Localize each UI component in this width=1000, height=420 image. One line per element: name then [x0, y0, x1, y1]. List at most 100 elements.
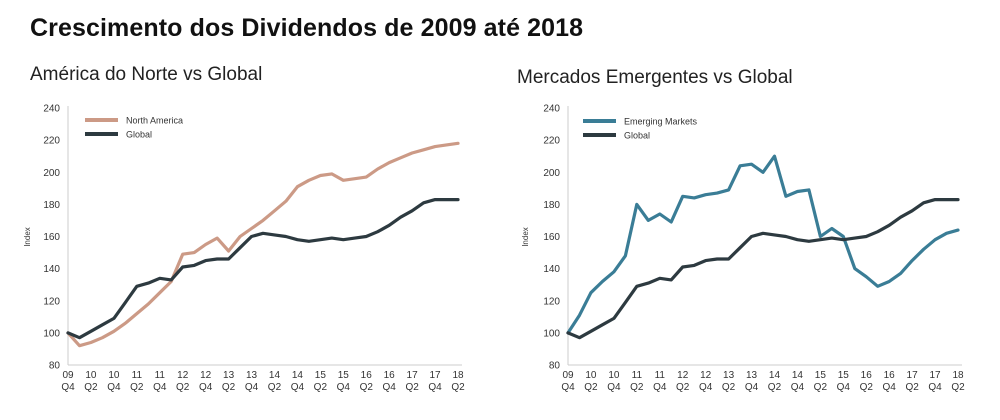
x-tick-year: 12 — [700, 370, 712, 381]
x-tick-year: 09 — [62, 370, 74, 381]
y-tick-label: 220 — [43, 136, 60, 147]
y-tick-label: 180 — [43, 200, 60, 211]
y-tick-label: 120 — [43, 296, 60, 307]
x-tick-year: 13 — [723, 370, 735, 381]
north-america-chart: 80100120140160180200220240Index09Q410Q21… — [23, 104, 465, 394]
x-tick-year: 14 — [292, 370, 304, 381]
x-tick-year: 10 — [608, 370, 620, 381]
x-tick-quarter: Q2 — [451, 382, 465, 393]
legend-label: Global — [126, 130, 152, 140]
y-tick-label: 80 — [549, 361, 561, 372]
x-tick-quarter: Q2 — [722, 382, 736, 393]
x-tick-quarter: Q2 — [222, 382, 236, 393]
y-axis-label: Index — [23, 227, 32, 247]
x-tick-year: 14 — [269, 370, 281, 381]
x-tick-quarter: Q2 — [360, 382, 374, 393]
x-tick-quarter: Q2 — [676, 382, 690, 393]
x-tick-year: 16 — [361, 370, 373, 381]
series-line-global — [566, 198, 960, 340]
x-tick-year: 17 — [929, 370, 941, 381]
x-tick-year: 13 — [246, 370, 258, 381]
x-tick-year: 16 — [884, 370, 896, 381]
x-tick-year: 12 — [677, 370, 689, 381]
x-tick-quarter: Q4 — [153, 382, 167, 393]
y-tick-label: 220 — [543, 136, 560, 147]
x-tick-quarter: Q2 — [860, 382, 874, 393]
x-tick-quarter: Q2 — [951, 382, 965, 393]
x-tick-quarter: Q4 — [653, 382, 667, 393]
y-tick-label: 240 — [43, 104, 60, 115]
series-line-emerging-markets — [566, 154, 960, 335]
legend-label: Emerging Markets — [624, 117, 698, 127]
x-tick-year: 15 — [338, 370, 350, 381]
x-tick-quarter: Q2 — [314, 382, 328, 393]
x-tick-year: 10 — [585, 370, 597, 381]
legend-label: Global — [624, 131, 650, 141]
x-tick-quarter: Q4 — [883, 382, 897, 393]
y-tick-label: 160 — [543, 232, 560, 243]
left-chart-title: América do Norte vs Global — [30, 64, 263, 85]
y-tick-label: 100 — [543, 328, 560, 339]
x-tick-quarter: Q2 — [584, 382, 598, 393]
x-tick-year: 14 — [769, 370, 781, 381]
x-tick-year: 16 — [861, 370, 873, 381]
x-tick-year: 14 — [792, 370, 804, 381]
y-tick-label: 140 — [43, 264, 60, 275]
x-tick-year: 10 — [85, 370, 97, 381]
y-tick-label: 240 — [543, 104, 560, 115]
x-tick-year: 11 — [132, 370, 143, 381]
emerging-markets-chart: 80100120140160180200220240Index09Q410Q21… — [521, 104, 965, 394]
y-tick-label: 80 — [49, 361, 61, 372]
right-chart-title: Mercados Emergentes vs Global — [517, 67, 793, 88]
series-line-global — [66, 198, 460, 340]
x-tick-quarter: Q4 — [337, 382, 351, 393]
legend-label: North America — [126, 116, 183, 126]
x-tick-quarter: Q4 — [107, 382, 121, 393]
x-tick-quarter: Q4 — [383, 382, 397, 393]
x-tick-year: 15 — [315, 370, 327, 381]
x-tick-quarter: Q2 — [405, 382, 419, 393]
x-tick-quarter: Q4 — [791, 382, 805, 393]
y-tick-label: 200 — [43, 168, 60, 179]
y-axis-label: Index — [521, 227, 530, 247]
x-tick-year: 13 — [746, 370, 758, 381]
x-tick-quarter: Q4 — [561, 382, 575, 393]
x-tick-year: 09 — [562, 370, 574, 381]
x-tick-quarter: Q2 — [268, 382, 282, 393]
x-tick-quarter: Q4 — [745, 382, 759, 393]
x-tick-quarter: Q4 — [199, 382, 213, 393]
x-tick-year: 17 — [907, 370, 919, 381]
x-tick-year: 10 — [108, 370, 120, 381]
y-tick-label: 100 — [43, 328, 60, 339]
x-tick-quarter: Q4 — [699, 382, 713, 393]
x-tick-year: 11 — [655, 370, 666, 381]
x-tick-year: 16 — [384, 370, 396, 381]
x-tick-year: 15 — [838, 370, 850, 381]
x-tick-quarter: Q2 — [130, 382, 144, 393]
x-tick-quarter: Q2 — [814, 382, 828, 393]
x-tick-quarter: Q4 — [837, 382, 851, 393]
y-tick-label: 180 — [543, 200, 560, 211]
x-tick-year: 17 — [407, 370, 419, 381]
x-tick-quarter: Q2 — [630, 382, 644, 393]
x-tick-quarter: Q4 — [291, 382, 305, 393]
x-tick-quarter: Q4 — [928, 382, 942, 393]
x-tick-quarter: Q2 — [768, 382, 782, 393]
x-tick-quarter: Q4 — [61, 382, 75, 393]
y-tick-label: 140 — [543, 264, 560, 275]
y-tick-label: 120 — [543, 296, 560, 307]
x-tick-quarter: Q2 — [84, 382, 98, 393]
main-title: Crescimento dos Dividendos de 2009 até 2… — [30, 14, 584, 42]
x-tick-year: 15 — [815, 370, 827, 381]
x-tick-year: 12 — [177, 370, 189, 381]
x-tick-year: 18 — [952, 370, 964, 381]
y-tick-label: 160 — [43, 232, 60, 243]
x-tick-year: 11 — [632, 370, 643, 381]
x-tick-quarter: Q2 — [176, 382, 190, 393]
x-tick-quarter: Q4 — [245, 382, 259, 393]
series-line-north-america — [66, 141, 460, 348]
x-tick-quarter: Q4 — [428, 382, 442, 393]
x-tick-year: 17 — [429, 370, 441, 381]
x-tick-year: 18 — [452, 370, 464, 381]
y-tick-label: 200 — [543, 168, 560, 179]
